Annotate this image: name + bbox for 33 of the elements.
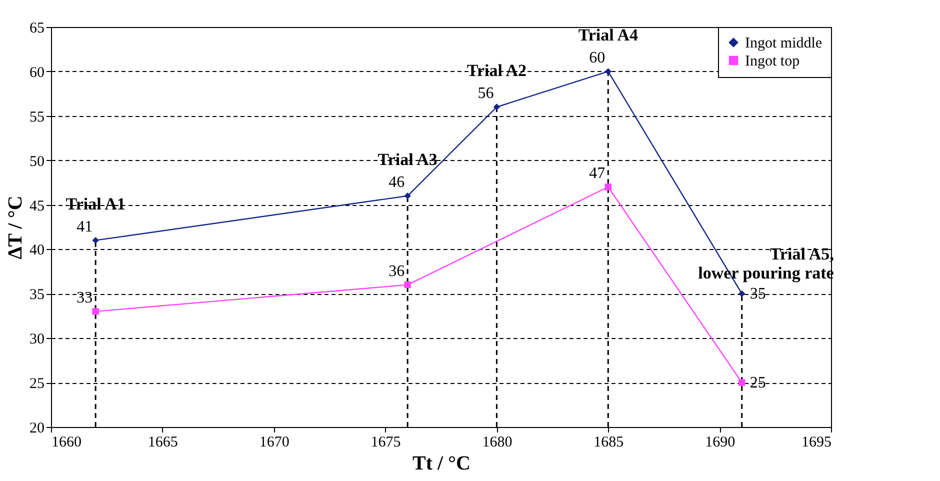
- y-tick-label: 35: [30, 287, 44, 304]
- data-label: 25: [750, 374, 766, 392]
- x-axis-title: Tt / °C: [412, 452, 470, 474]
- y-tick-label: 50: [30, 154, 44, 170]
- data-label: 35: [750, 286, 766, 303]
- y-tick-label: 60: [30, 64, 44, 81]
- y-tick-label: 40: [30, 242, 44, 259]
- x-tick-label: 1675: [370, 434, 401, 450]
- annotation: Trial A4: [578, 25, 638, 44]
- y-tick-label: 55: [30, 109, 44, 126]
- legend-label: Ingot top: [745, 54, 800, 70]
- data-label: 33: [76, 289, 93, 306]
- x-tick-label: 1660: [52, 434, 82, 450]
- data-label: 60: [589, 49, 606, 66]
- data-label: 47: [589, 165, 606, 182]
- y-tick-label: 30: [30, 332, 44, 348]
- y-tick-label: 25: [30, 376, 44, 392]
- data-label: 36: [388, 262, 405, 280]
- y-tick-label: 20: [30, 420, 44, 436]
- data-label: 46: [388, 174, 405, 191]
- x-tick-label: 1680: [482, 434, 512, 450]
- annotation: Trial A1: [66, 194, 126, 214]
- x-tick-label: 1670: [259, 434, 290, 450]
- data-label: 56: [478, 85, 494, 102]
- data-label: 41: [76, 218, 93, 236]
- x-tick-label: 1665: [148, 434, 178, 450]
- y-tick-label: 65: [30, 20, 44, 36]
- x-tick-label: 1685: [594, 434, 624, 450]
- y-axis-title: ΔT / °C: [4, 196, 26, 260]
- x-tick-label: 1690: [705, 434, 736, 450]
- legend-label: Ingot middle: [745, 36, 822, 52]
- x-tick-label: 1695: [802, 434, 832, 450]
- y-tick-label: 45: [30, 198, 44, 214]
